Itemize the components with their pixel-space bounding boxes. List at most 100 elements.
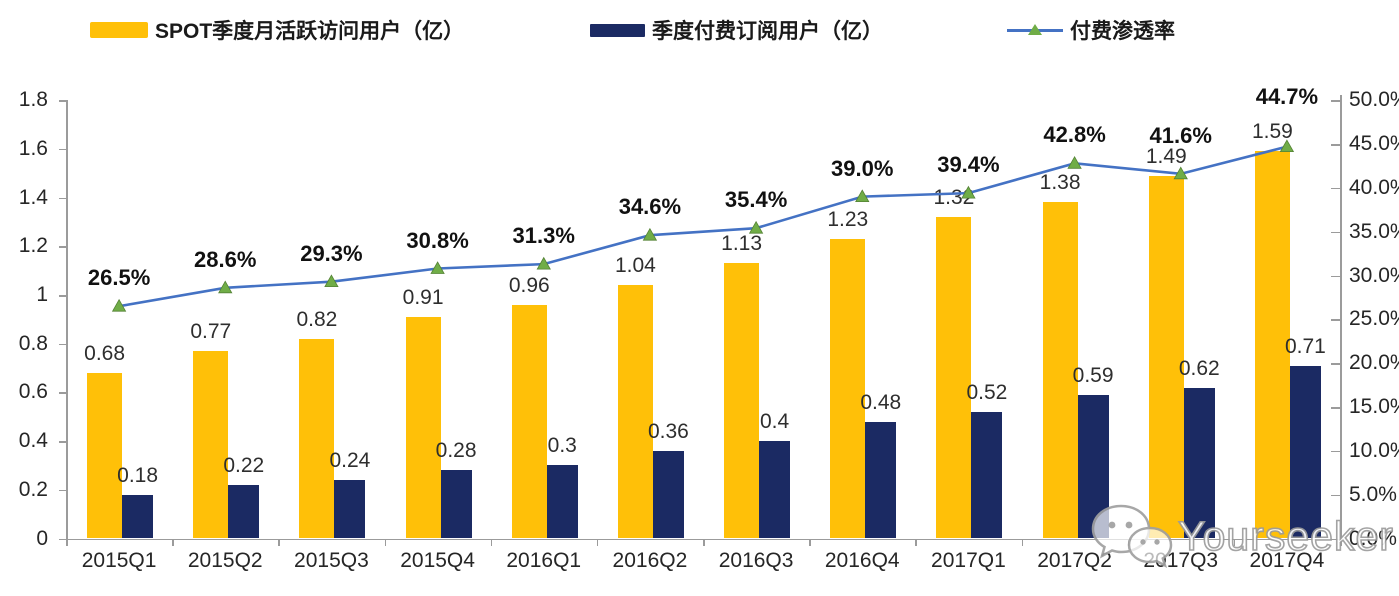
right-axis-tick — [1331, 144, 1340, 146]
penetration-marker-icon — [642, 227, 658, 241]
legend-label-mau: SPOT季度月活跃访问用户（亿） — [155, 20, 465, 43]
subs-bar-label: 0.59 — [1072, 363, 1114, 387]
x-axis-tick — [596, 538, 599, 546]
subs-bar — [865, 421, 897, 539]
penetration-line-path — [118, 145, 1288, 308]
mau-bar — [405, 316, 441, 539]
left-axis-tick — [59, 295, 66, 297]
right-axis-tick — [1331, 187, 1340, 190]
watermark-text: Yourseeker — [1177, 512, 1394, 560]
right-axis-tick — [1331, 450, 1340, 453]
right-axis-tick-label: 15.0% — [1349, 395, 1399, 418]
right-axis-tick — [1331, 363, 1340, 365]
penetration-label: 30.8% — [406, 227, 469, 253]
left-axis-tick — [59, 246, 66, 248]
left-axis-tick — [59, 392, 66, 394]
subs-bar — [759, 441, 791, 539]
mau-bar — [87, 372, 123, 539]
subs-bar — [1183, 387, 1215, 539]
mau-bar — [830, 238, 866, 539]
mau-bar-label: 1.32 — [933, 186, 975, 210]
penetration-label: 31.3% — [512, 223, 575, 249]
left-axis-tick-label: 0.4 — [18, 429, 48, 453]
mau-bar — [299, 338, 335, 539]
left-axis-tick-label: 1.4 — [18, 185, 48, 209]
subs-bar-label: 0.3 — [547, 434, 577, 458]
right-axis-tick-label: 35.0% — [1349, 219, 1399, 243]
penetration-marker-icon — [1067, 156, 1082, 169]
penetration-marker-icon — [324, 274, 339, 288]
watermark: Yourseeker — [1088, 498, 1394, 574]
left-axis-line — [66, 100, 68, 540]
left-axis-tick — [59, 538, 66, 540]
mau-bar — [617, 285, 653, 539]
mau-bar-label: 0.77 — [190, 320, 232, 343]
x-axis-label: 2016Q2 — [612, 549, 688, 572]
subs-bar-label: 0.71 — [1284, 334, 1326, 358]
subs-bar-label: 0.24 — [329, 449, 371, 473]
x-axis-label: 2015Q4 — [400, 549, 475, 572]
mau-bar-label: 0.68 — [84, 341, 126, 365]
x-axis-label: 2017Q1 — [931, 549, 1006, 572]
legend-triangle-marker-icon — [1028, 24, 1042, 35]
right-axis-tick-label: 5.0% — [1349, 482, 1397, 506]
subs-bar — [546, 465, 578, 539]
mau-bar-label: 1.04 — [614, 254, 656, 278]
subs-bar-label: 0.48 — [860, 390, 902, 414]
x-axis-label: 2016Q3 — [718, 549, 794, 572]
left-axis-tick-label: 0.6 — [18, 380, 48, 404]
subs-bar-label: 0.36 — [647, 419, 689, 443]
right-axis-tick-label: 30.0% — [1349, 263, 1399, 287]
left-axis-tick — [59, 148, 66, 151]
penetration-label: 29.3% — [300, 240, 363, 266]
right-axis-tick-label: 45.0% — [1349, 132, 1399, 156]
subs-bar-label: 0.4 — [759, 410, 790, 434]
mau-bar-label: 0.91 — [402, 285, 444, 309]
right-axis-tick — [1331, 538, 1340, 540]
right-axis-tick-label: 10.0% — [1349, 438, 1399, 462]
mau-bar — [724, 263, 760, 539]
legend-label-subs: 季度付费订阅用户（亿） — [652, 20, 883, 43]
x-axis-tick — [66, 538, 68, 546]
subs-bar — [228, 484, 260, 539]
legend-item-subs: 季度付费订阅用户（亿） — [590, 16, 883, 44]
penetration-marker-icon — [111, 298, 127, 312]
mau-bar-label: 0.96 — [508, 273, 550, 297]
subs-bar-label: 0.52 — [966, 380, 1008, 404]
right-axis-tick — [1331, 494, 1340, 497]
penetration-label: 35.4% — [724, 187, 788, 213]
left-axis-tick-label: 1.2 — [18, 234, 48, 258]
mau-bar — [936, 217, 972, 539]
right-axis-tick — [1331, 407, 1340, 409]
legend-label-penetration: 付费渗透率 — [1070, 20, 1175, 43]
left-axis-tick — [59, 441, 66, 443]
x-axis-tick — [278, 538, 280, 546]
subs-bar — [122, 494, 154, 539]
penetration-marker-icon — [430, 261, 445, 274]
x-axis-tick — [1340, 538, 1342, 546]
left-axis-tick-label: 0.2 — [18, 477, 48, 501]
subs-bar — [971, 411, 1003, 539]
right-axis-tick-label: 20.0% — [1349, 351, 1399, 375]
x-axis-tick — [1233, 538, 1236, 546]
mau-bar-label: 0.82 — [296, 307, 338, 331]
x-axis-label: 2017Q2 — [1037, 549, 1112, 572]
mau-bar-label: 1.38 — [1039, 171, 1081, 195]
x-axis-tick — [1021, 538, 1023, 546]
left-axis-tick — [59, 343, 66, 346]
left-axis-tick-label: 0 — [36, 526, 48, 550]
subs-bar — [1289, 365, 1321, 539]
penetration-marker-icon — [218, 280, 233, 294]
penetration-label: 28.6% — [194, 246, 257, 272]
x-axis-label: 2016Q1 — [506, 549, 582, 572]
x-axis-tick — [915, 538, 917, 546]
x-axis-label: 2017Q4 — [1249, 549, 1325, 572]
right-axis-tick-label: 50.0% — [1349, 88, 1399, 112]
navy-bar-swatch — [590, 23, 645, 37]
x-axis-tick — [490, 538, 493, 546]
subs-bar — [440, 470, 472, 539]
subs-bar-label: 0.62 — [1178, 356, 1220, 380]
line-marker-swatch — [1007, 23, 1063, 37]
mau-bar-label: 1.23 — [827, 207, 869, 231]
